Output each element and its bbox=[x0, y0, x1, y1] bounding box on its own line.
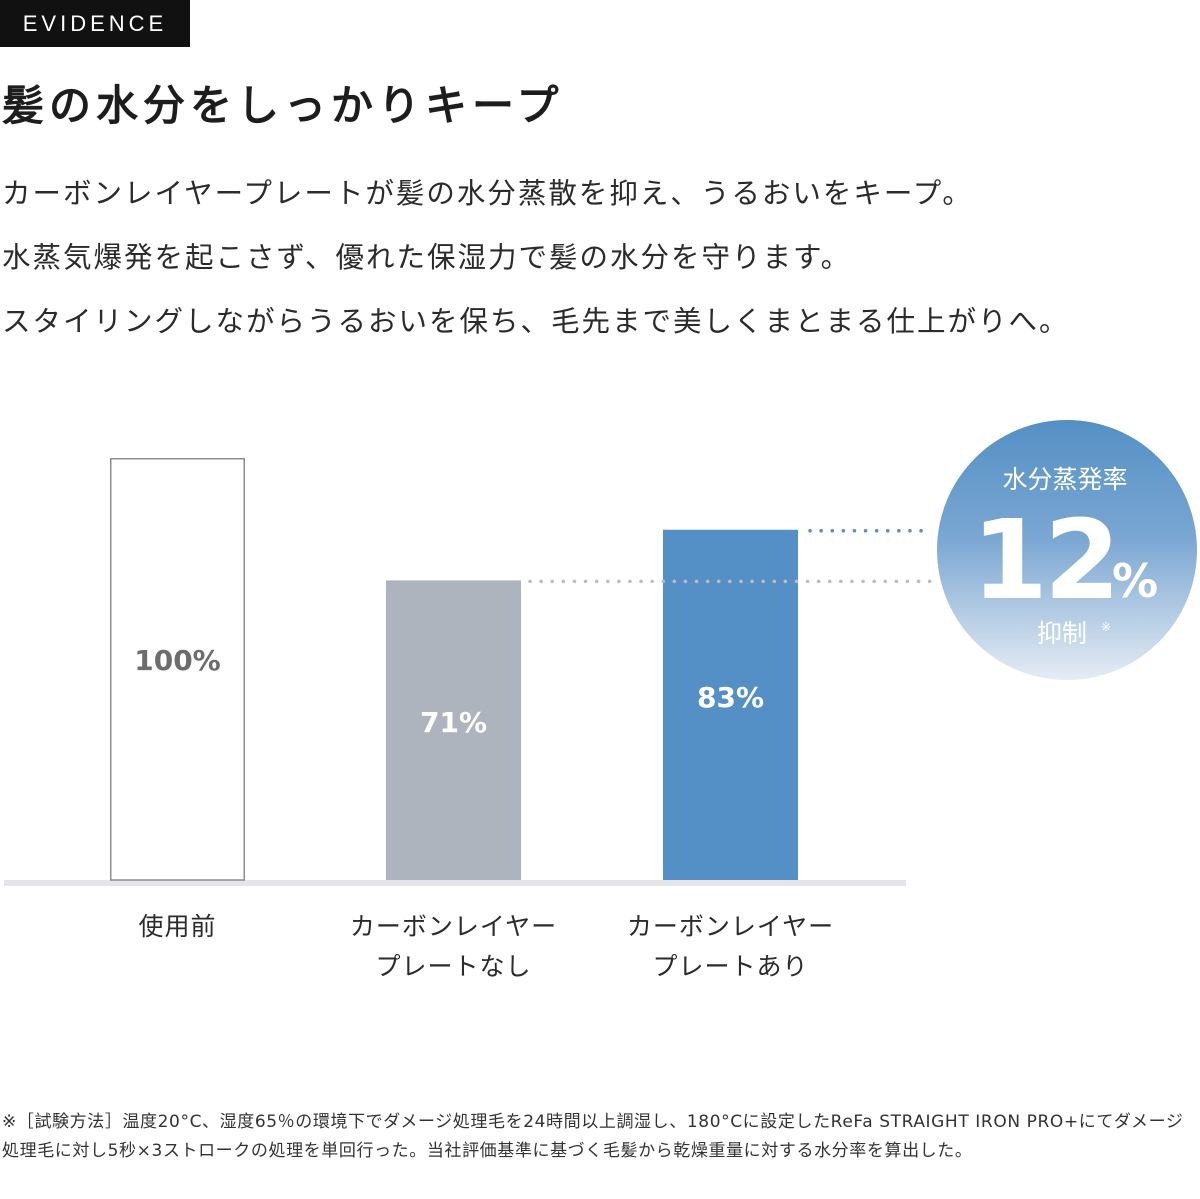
chart-baseline bbox=[4, 880, 906, 886]
category-label-3-line-1: カーボンレイヤー bbox=[627, 912, 834, 941]
moisture-bar-chart: 100%71%83%使用前 カーボンレイヤープレートなしカーボンレイヤープレートあ… bbox=[4, 420, 1197, 981]
footnote: ※［試験方法］温度20°C、湿度65％の環境下でダメージ処理毛を24時間以上調湿… bbox=[2, 1112, 1184, 1161]
bar-3 bbox=[663, 529, 798, 880]
bar-1 bbox=[110, 458, 245, 881]
page-headline: 髪の水分をしっかりキープ bbox=[2, 81, 564, 130]
description-line-3: スタイリングしながらうるおいを保ち、毛先まで美しくまとまる仕上がりへ。 bbox=[2, 305, 1070, 338]
category-label-1-line-1: 使用前 bbox=[138, 912, 216, 941]
bar-2 bbox=[386, 580, 521, 880]
category-label-2-line-1: カーボンレイヤー bbox=[350, 912, 557, 941]
category-label-3-line-2: プレートあり bbox=[652, 952, 808, 981]
data-label-1: 100% bbox=[134, 644, 221, 677]
evidence-tag: EVIDENCE bbox=[0, 0, 190, 47]
description-line-2: 水蒸気爆発を起こさず、優れた保湿力で髪の水分を守ります。 bbox=[2, 241, 852, 274]
badge-circle bbox=[937, 420, 1197, 680]
badge-subtitle: 抑制 bbox=[1037, 619, 1087, 648]
data-label-2: 71% bbox=[420, 706, 487, 739]
badge-note-mark: ※ bbox=[1101, 620, 1111, 634]
category-label-2-line-2: プレートなし bbox=[375, 952, 531, 981]
description: カーボンレイヤープレートが髪の水分蒸散を抑え、うるおいをキープ。 水蒸気爆発を起… bbox=[2, 168, 1198, 360]
badge-number: 12 bbox=[971, 496, 1116, 624]
badge-title: 水分蒸発率 bbox=[1002, 465, 1127, 494]
badge-unit: % bbox=[1112, 554, 1158, 608]
data-label-3: 83% bbox=[697, 681, 764, 714]
description-line-1: カーボンレイヤープレートが髪の水分蒸散を抑え、うるおいをキープ。 bbox=[2, 177, 973, 210]
